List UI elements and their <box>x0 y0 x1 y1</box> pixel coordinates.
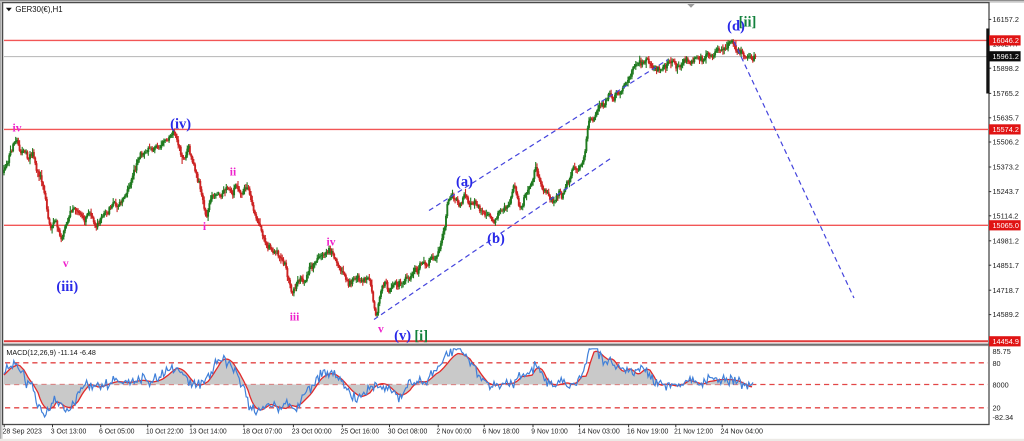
svg-text:80: 80 <box>993 359 1001 368</box>
svg-text:23 Oct 00:00: 23 Oct 00:00 <box>292 426 332 435</box>
svg-text:16046.2: 16046.2 <box>993 36 1019 45</box>
svg-text:18 Oct 07:00: 18 Oct 07:00 <box>242 426 282 435</box>
svg-text:14454.9: 14454.9 <box>993 337 1019 346</box>
svg-text:ii: ii <box>230 167 237 179</box>
svg-text:(d): (d) <box>727 19 745 35</box>
svg-text:30 Oct 08:00: 30 Oct 08:00 <box>388 426 428 435</box>
svg-text:MACD(12,26,9) -11.14 -6.48: MACD(12,26,9) -11.14 -6.48 <box>6 348 96 357</box>
svg-text:14981.2: 14981.2 <box>993 236 1019 245</box>
svg-text:16 Nov 19:00: 16 Nov 19:00 <box>627 426 669 435</box>
svg-text:(iv): (iv) <box>170 117 191 133</box>
svg-text:13 Oct 14:00: 13 Oct 14:00 <box>189 426 227 435</box>
svg-text:v: v <box>378 324 384 336</box>
svg-text:8000: 8000 <box>993 381 1009 390</box>
svg-text:14 Nov 03:00: 14 Nov 03:00 <box>578 426 620 435</box>
svg-text:[ii]: [ii] <box>739 15 757 31</box>
svg-text:iv: iv <box>327 237 336 249</box>
svg-text:9 Nov 10:00: 9 Nov 10:00 <box>531 426 568 435</box>
svg-text:[i]: [i] <box>414 329 428 345</box>
svg-text:15961.2: 15961.2 <box>993 52 1019 61</box>
svg-text:(a): (a) <box>456 174 473 190</box>
svg-text:14851.7: 14851.7 <box>993 261 1019 270</box>
svg-text:24 Nov 04:00: 24 Nov 04:00 <box>721 426 764 435</box>
svg-text:2 Nov 00:00: 2 Nov 00:00 <box>437 426 472 435</box>
svg-text:iv: iv <box>13 123 22 135</box>
svg-text:(iii): (iii) <box>56 279 78 295</box>
svg-text:20: 20 <box>993 403 1001 412</box>
svg-text:iii: iii <box>290 312 300 324</box>
svg-text:15373.2: 15373.2 <box>993 163 1019 172</box>
svg-text:v: v <box>63 258 69 270</box>
svg-text:85.75: 85.75 <box>993 347 1011 356</box>
svg-text:6 Oct 05:00: 6 Oct 05:00 <box>99 426 135 435</box>
svg-text:(v): (v) <box>394 328 411 344</box>
svg-text:(b): (b) <box>487 231 505 247</box>
svg-text:16157.2: 16157.2 <box>993 15 1019 24</box>
svg-text:15635.7: 15635.7 <box>993 113 1019 122</box>
svg-text:14589.2: 14589.2 <box>993 310 1019 319</box>
svg-text:15765.2: 15765.2 <box>993 89 1019 98</box>
svg-text:6 Nov 18:00: 6 Nov 18:00 <box>483 426 520 435</box>
svg-text:15243.7: 15243.7 <box>993 187 1019 196</box>
svg-text:15114.2: 15114.2 <box>993 211 1019 220</box>
svg-text:i: i <box>203 221 207 233</box>
svg-text:15506.2: 15506.2 <box>993 138 1019 147</box>
svg-text:GER30(€),H1: GER30(€),H1 <box>15 5 62 14</box>
svg-text:15898.2: 15898.2 <box>993 64 1019 73</box>
svg-text:21 Nov 12:00: 21 Nov 12:00 <box>674 426 713 435</box>
svg-text:28 Sep 2023: 28 Sep 2023 <box>3 426 42 435</box>
svg-text:15065.0: 15065.0 <box>993 221 1019 230</box>
svg-text:-82.34: -82.34 <box>993 413 1014 422</box>
svg-text:15574.2: 15574.2 <box>993 125 1019 134</box>
svg-text:3 Oct 13:00: 3 Oct 13:00 <box>51 426 87 435</box>
svg-text:10 Oct 22:00: 10 Oct 22:00 <box>146 426 184 435</box>
svg-text:25 Oct 16:00: 25 Oct 16:00 <box>341 426 380 435</box>
svg-text:14718.7: 14718.7 <box>993 286 1019 295</box>
